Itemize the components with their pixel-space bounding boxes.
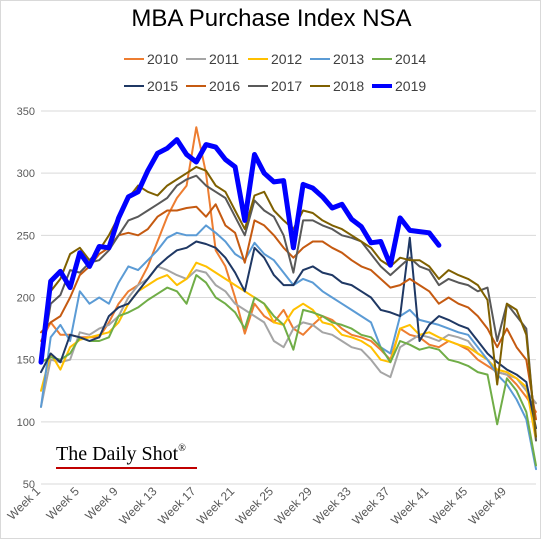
- x-tick-label: Week 9: [82, 484, 121, 523]
- x-tick-label: Week 29: [272, 484, 315, 527]
- legend-label-2015: 2015: [147, 78, 178, 94]
- series-line-2014: [40, 274, 537, 467]
- series-line-2012: [40, 261, 537, 442]
- x-tick-label: Week 13: [116, 484, 159, 527]
- x-tick-label: Week 21: [194, 484, 237, 527]
- y-tick-label: 50: [23, 479, 35, 491]
- series-line-2015: [40, 236, 537, 430]
- chart-title: MBA Purchase Index NSA: [131, 5, 412, 32]
- legend-label-2012: 2012: [271, 51, 302, 67]
- legend-label-2017: 2017: [271, 78, 302, 94]
- y-tick-label: 300: [17, 168, 35, 180]
- x-tick-label: Week 41: [388, 484, 431, 527]
- series-line-2010: [40, 126, 537, 413]
- y-tick-label: 350: [17, 106, 35, 118]
- y-tick-label: 150: [17, 355, 35, 367]
- x-tick-label: Week 17: [155, 484, 198, 527]
- legend-label-2018: 2018: [333, 78, 364, 94]
- x-tick-label: Week 37: [349, 484, 392, 527]
- series-line-2017: [40, 174, 537, 442]
- series-line-2013: [40, 224, 537, 471]
- brand-underline: [56, 467, 197, 469]
- x-tick-label: Week 49: [466, 484, 509, 527]
- brand-logo: The Daily Shot®: [56, 443, 186, 466]
- legend-label-2016: 2016: [209, 78, 240, 94]
- series-line-2019: [38, 137, 442, 365]
- y-tick-label: 200: [17, 293, 35, 305]
- legend-label-2011: 2011: [209, 51, 239, 67]
- legend-label-2019: 2019: [395, 78, 426, 94]
- brand-text: The Daily Shot: [56, 443, 179, 465]
- legend-label-2013: 2013: [333, 51, 364, 67]
- legend-label-2010: 2010: [147, 51, 178, 67]
- legend-label-2014: 2014: [395, 51, 426, 67]
- x-tick-label: Week 33: [310, 484, 353, 527]
- y-tick-label: 100: [17, 417, 35, 429]
- x-tick-label: Week 25: [233, 484, 276, 527]
- x-tick-label: Week 45: [427, 484, 470, 527]
- y-tick-label: 250: [17, 230, 35, 242]
- x-tick-label: Week 5: [43, 484, 82, 523]
- brand-registered-mark: ®: [178, 443, 186, 454]
